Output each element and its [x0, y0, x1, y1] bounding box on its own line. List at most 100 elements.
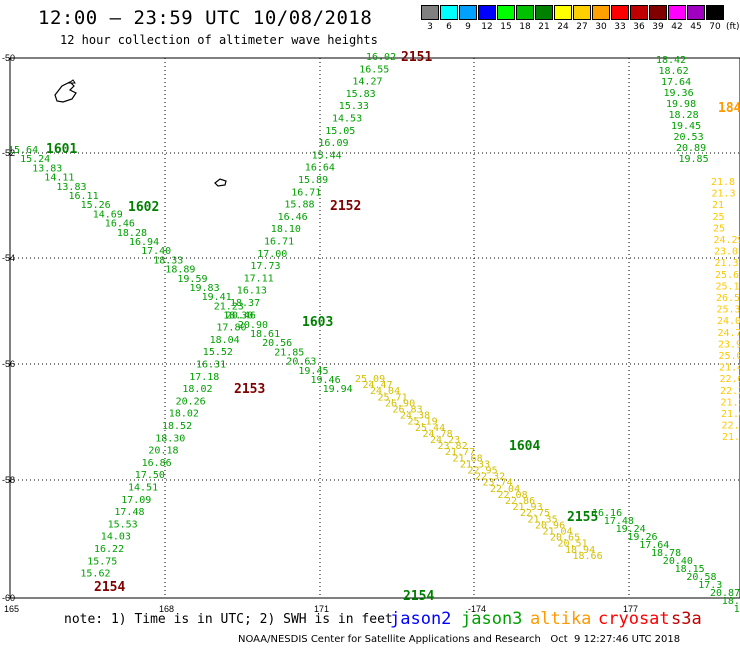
lon-tick-label: 168: [159, 604, 174, 614]
swh-value: 21.8: [711, 177, 735, 188]
track-id: 2153: [234, 382, 265, 397]
footer-credit: NOAA/NESDIS Center for Satellite Applica…: [238, 634, 681, 645]
lat-tick-label: -58: [2, 475, 15, 485]
satellite-name: jason2: [390, 609, 452, 629]
swh-value: 16.46: [105, 219, 135, 230]
swh-value: 16.46: [278, 212, 308, 223]
swh-value: 19.98: [666, 99, 696, 110]
track-id: 1603: [302, 315, 333, 330]
scale-swatch: [459, 5, 477, 20]
swh-value: 18.66: [573, 551, 603, 562]
swh-value: 26.90: [385, 398, 415, 409]
swh-value: 21.23: [214, 301, 244, 312]
swh-value: 23.98: [718, 339, 740, 350]
swh-value: 20.87: [710, 588, 740, 599]
swh-value: 19.83: [190, 283, 220, 294]
swh-value: 26.83: [393, 405, 423, 416]
scale-label: 42: [671, 22, 683, 32]
swh-value: 25.09: [355, 374, 385, 385]
swh-value: 19.59: [177, 274, 207, 285]
track-ids: 1601 1602 1603 1604 2155 2151 2152 2153 2154 2154…: [46, 50, 740, 604]
islands: [54, 79, 227, 187]
swh-value: 23.82: [438, 441, 468, 452]
swh-value: 17.48: [114, 507, 144, 518]
scale-swatch: [554, 5, 572, 20]
swh-value: 20.51: [558, 539, 588, 550]
track-id: 1601: [46, 142, 77, 157]
swh-value: 24.78: [423, 429, 453, 440]
island-campbell: [214, 178, 227, 187]
swh-value: 22.24: [720, 386, 740, 397]
scale-swatch: [516, 5, 534, 20]
scale-swatch: [421, 5, 439, 20]
scale-label: 24: [557, 22, 569, 32]
swh-value: 16.16: [592, 508, 622, 519]
scale-swatch: [687, 5, 705, 20]
scale-label: 33: [614, 22, 626, 32]
swh-value: 21.3: [715, 258, 739, 269]
swh-value: 19.26: [627, 532, 657, 543]
swh-value: 20.65: [550, 533, 580, 544]
scale-swatch: [630, 5, 648, 20]
swh-value: 20.56: [262, 338, 292, 349]
swh-value: 19.24: [734, 604, 740, 615]
lon-tick-label: 171: [314, 604, 329, 614]
swh-value: 17.09: [121, 495, 151, 506]
swh-value: 16.71: [291, 187, 321, 198]
satellite-name: altika: [530, 609, 592, 629]
swh-value: 16.22: [94, 544, 124, 555]
swh-value: 25: [713, 223, 725, 234]
scale-swatch: [706, 5, 724, 20]
swh-value: 21.85: [274, 347, 304, 358]
swh-value: 21.04: [543, 527, 573, 538]
swh-value: 25.44: [415, 423, 445, 434]
chart-title: 12:00 — 23:59 UTC 10/08/2018: [38, 7, 373, 29]
scale-label: 27: [576, 22, 588, 32]
scale-label: 21: [538, 22, 550, 32]
track-id: 184: [718, 101, 740, 116]
swh-value: 18.61: [250, 329, 280, 340]
scale-swatch: [573, 5, 591, 20]
swh-value: 24.71: [718, 328, 740, 339]
swh-value: 20.90: [238, 320, 268, 331]
scale-swatch: [497, 5, 515, 20]
swh-value: 15.52: [203, 347, 233, 358]
lat-tick-label: -50: [2, 53, 15, 63]
swh-value: 17.18: [189, 372, 219, 383]
swh-value: 14.11: [44, 173, 74, 184]
swh-value: 15.83: [346, 89, 376, 100]
swh-value: 24.04: [370, 386, 400, 397]
swh-value: 21: [712, 200, 724, 211]
swh-value: 20.46: [226, 311, 256, 322]
lon-tick-label: 165: [4, 604, 19, 614]
swh-value: 20.96: [535, 520, 565, 531]
swh-value: 22.95: [468, 466, 498, 477]
swh-value: 18.43: [722, 596, 740, 607]
swh-value: 18.30: [155, 433, 185, 444]
swh-value: 25.6: [715, 270, 739, 281]
swh-value: 22.38: [722, 421, 740, 432]
track-id: 2155: [567, 510, 598, 525]
scale-label: 39: [652, 22, 664, 32]
footer-note: note: 1) Time is in UTC; 2) SWH is in fe…: [64, 612, 393, 627]
swh-value: 21.3: [712, 189, 736, 200]
swh-value: 19.85: [679, 154, 709, 165]
swh-value: 14.69: [93, 209, 123, 220]
swh-value: 19.46: [311, 375, 341, 386]
swh-value: 21.04: [721, 409, 740, 420]
swh-value: 16.71: [264, 237, 294, 248]
scale-label: 15: [500, 22, 512, 32]
swh-value: 15.62: [80, 569, 110, 580]
scale-swatch: [668, 5, 686, 20]
lat-tick-label: -52: [2, 148, 15, 158]
swh-value: 19.45: [671, 121, 701, 132]
swh-value: 22.08: [498, 490, 528, 501]
scale-label: 70: [709, 22, 721, 32]
swh-value: 17.3: [698, 580, 722, 591]
swh-value: 20.40: [663, 556, 693, 567]
swh-value: 18.52: [162, 421, 192, 432]
track-id: 2154: [94, 580, 125, 595]
swh-value: 21.35: [528, 514, 558, 525]
satellite-name: s3a: [671, 609, 702, 629]
island-auckland-2: [67, 79, 76, 84]
